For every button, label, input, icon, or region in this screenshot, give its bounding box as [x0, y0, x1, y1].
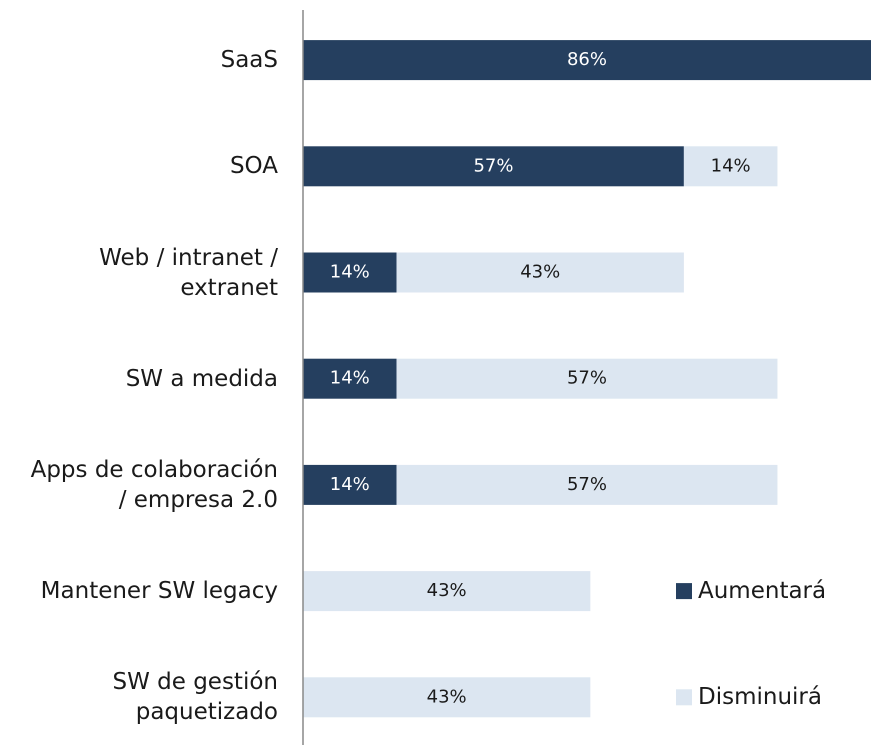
bar [303, 677, 591, 718]
legend-swatch [676, 689, 692, 706]
category-label: Web / intranet / extranet [99, 244, 278, 301]
legend-label: Disminuirá [698, 684, 822, 711]
bar [303, 571, 591, 612]
value-label: 57% [473, 155, 513, 176]
category-label: SW de gestión paquetizado [112, 669, 278, 726]
bar [396, 252, 684, 293]
legend-swatch [676, 583, 692, 600]
value-label: 86% [567, 49, 607, 70]
value-label: 43% [427, 686, 467, 707]
value-label: 57% [567, 368, 607, 389]
legend-label: Aumentará [698, 578, 827, 605]
bar [396, 464, 778, 505]
category-label: SaaS [220, 47, 278, 74]
bar [303, 252, 397, 293]
bar [396, 358, 778, 399]
value-label: 14% [711, 155, 751, 176]
bar [303, 358, 397, 399]
value-label: 43% [427, 580, 467, 601]
category-label: Apps de colaboración / empresa 2.0 [30, 456, 278, 513]
category-label: SW a medida [125, 365, 278, 392]
value-label: 14% [330, 368, 370, 389]
category-label: SOA [229, 153, 278, 180]
bar [683, 146, 778, 187]
value-label: 14% [330, 474, 370, 495]
value-label: 43% [520, 262, 560, 283]
category-label: Mantener SW legacy [40, 578, 278, 605]
value-label: 57% [567, 474, 607, 495]
bar [303, 146, 684, 187]
value-label: 14% [330, 262, 370, 283]
bar [303, 40, 871, 81]
bar [303, 464, 397, 505]
